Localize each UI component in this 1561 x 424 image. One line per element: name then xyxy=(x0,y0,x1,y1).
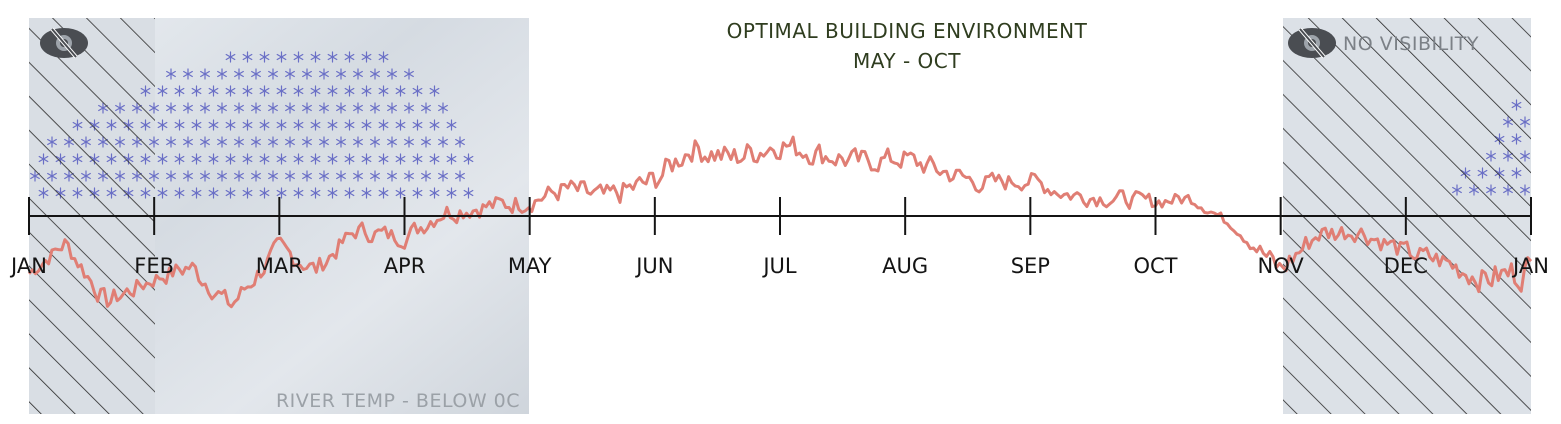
series-line xyxy=(27,135,1533,309)
x-tick-label: JAN xyxy=(1511,254,1549,278)
x-tick-label: MAY xyxy=(508,254,552,278)
frozen-label: RIVER TEMP - BELOW 0C xyxy=(276,390,520,412)
x-tick-label: DEC xyxy=(1384,254,1428,278)
x-tick-label: JAN xyxy=(9,254,47,278)
visibility-label: NO VISIBILITY xyxy=(1343,33,1479,55)
x-tick-label: NOV xyxy=(1258,254,1305,278)
x-tick-label: AUG xyxy=(882,254,928,278)
x-axis-ticks xyxy=(28,197,1532,235)
x-axis-tick-labels: JAN FEB MAR APR MAY JUN JUL AUG SEP OCT NOV DEC JAN xyxy=(9,254,1549,278)
x-tick-label: FEB xyxy=(134,254,174,278)
chart-subtitle: MAY - OCT xyxy=(853,49,961,73)
x-tick-label: JUN xyxy=(634,254,673,278)
chart-title: OPTIMAL BUILDING ENVIRONMENT xyxy=(727,19,1088,43)
eye-slash-icon xyxy=(1288,27,1336,59)
x-tick-label: APR xyxy=(384,254,426,278)
x-tick-label: OCT xyxy=(1133,254,1177,278)
eye-slash-icon xyxy=(40,27,88,59)
x-tick-label: JUL xyxy=(761,254,797,278)
x-tick-label: MAR xyxy=(256,254,303,278)
x-tick-label: SEP xyxy=(1011,254,1050,278)
